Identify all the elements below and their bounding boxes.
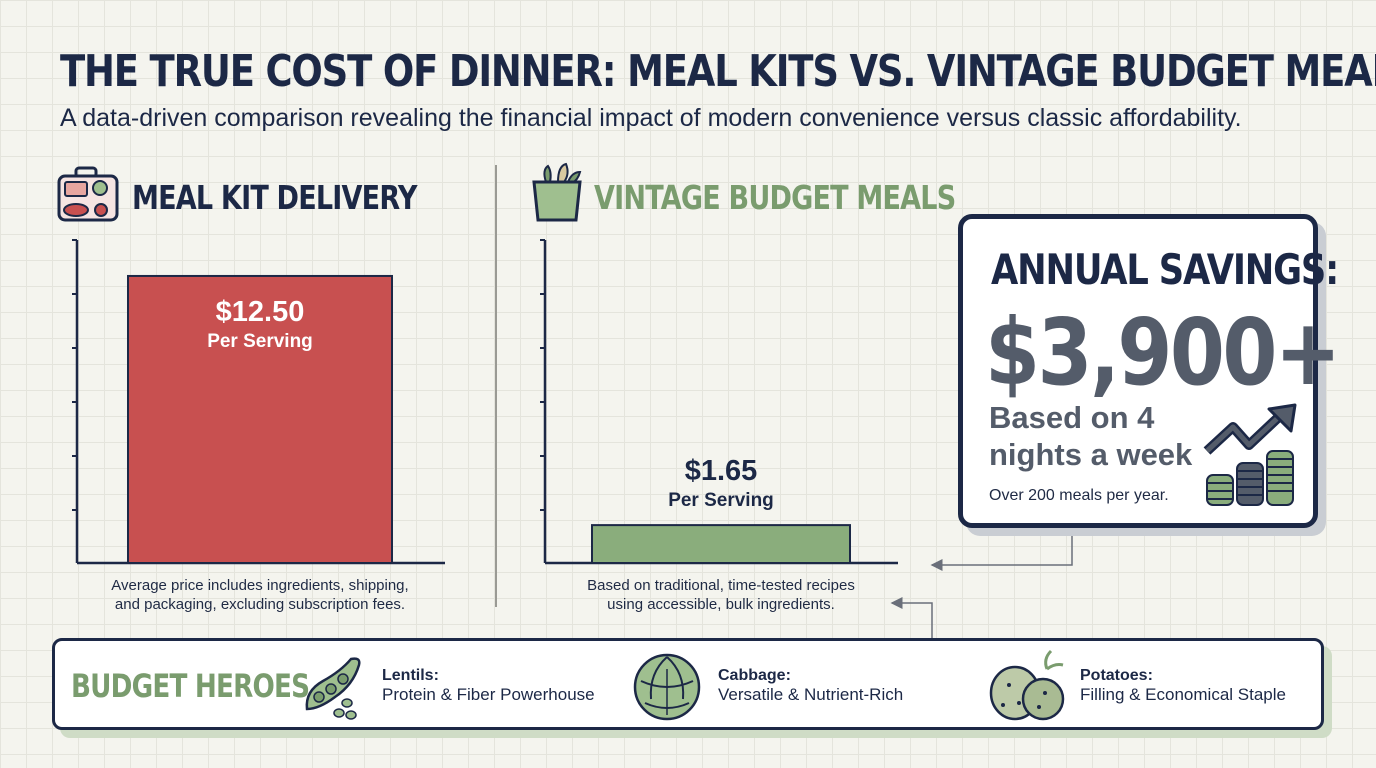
hero-desc-potatoes: Filling & Economical Staple — [1080, 685, 1286, 704]
section-divider — [495, 165, 497, 607]
vintage-value-label: $1.65 Per Serving — [592, 455, 850, 512]
hero-desc-cabbage: Versatile & Nutrient-Rich — [718, 685, 904, 704]
rising-coins-chart-icon — [1203, 403, 1297, 506]
vintage-note: Based on traditional, time-tested recipe… — [541, 576, 901, 614]
meal-kit-note: Average price includes ingredients, ship… — [80, 576, 440, 614]
vintage-chart — [540, 239, 898, 565]
vintage-bar — [591, 524, 851, 565]
grocery-bag-icon — [532, 162, 582, 222]
savings-title: ANNUAL SAVINGS: — [991, 245, 1339, 294]
hero-name-potatoes: Potatoes: — [1080, 667, 1153, 684]
vintage-note-line-2: using accessible, bulk ingredients. — [607, 596, 835, 613]
vintage-note-line-1: Based on traditional, time-tested recipe… — [587, 577, 855, 594]
vintage-value: $1.65 — [684, 455, 758, 488]
annual-savings-card: ANNUAL SAVINGS: $3,900+ Based on 4 night… — [958, 214, 1341, 528]
savings-connector-arrow — [930, 530, 1073, 571]
potato-icon — [989, 649, 1065, 721]
lunchbox-icon — [57, 166, 119, 222]
heroes-connector-arrow — [890, 597, 933, 638]
meal-kit-unit: Per Serving — [207, 330, 313, 352]
meal-kit-value-label: $12.50 Per Serving — [128, 296, 392, 353]
page-title: THE TRUE COST OF DINNER: MEAL KITS VS. V… — [60, 46, 1376, 97]
savings-footnote: Over 200 meals per year. — [989, 487, 1169, 504]
budget-heroes-panel: BUDGET HEROES Lentils: Protein & Fiber P… — [52, 638, 1324, 730]
budget-heroes-title: BUDGET HEROES — [71, 667, 310, 705]
cabbage-icon — [633, 653, 701, 721]
hero-desc-lentils: Protein & Fiber Powerhouse — [382, 685, 595, 704]
vintage-heading: VINTAGE BUDGET MEALS — [594, 178, 956, 217]
meal-kit-heading: MEAL KIT DELIVERY — [132, 178, 417, 217]
meal-kit-bar — [127, 274, 393, 565]
page-subtitle: A data-driven comparison revealing the f… — [60, 104, 1242, 132]
meal-kit-chart — [72, 239, 445, 565]
meal-kit-value: $12.50 — [215, 295, 305, 328]
hero-name-cabbage: Cabbage: — [718, 667, 791, 684]
hero-name-lentils: Lentils: — [382, 667, 439, 684]
vintage-unit: Per Serving — [668, 490, 774, 512]
savings-basis: Based on 4 nights a week — [989, 400, 1193, 472]
meal-kit-note-line-2: and packaging, excluding subscription fe… — [114, 596, 406, 613]
savings-amount: $3,900+ — [985, 299, 1341, 406]
meal-kit-note-line-1: Average price includes ingredients, ship… — [111, 577, 409, 594]
lentil-pod-icon — [305, 657, 361, 720]
